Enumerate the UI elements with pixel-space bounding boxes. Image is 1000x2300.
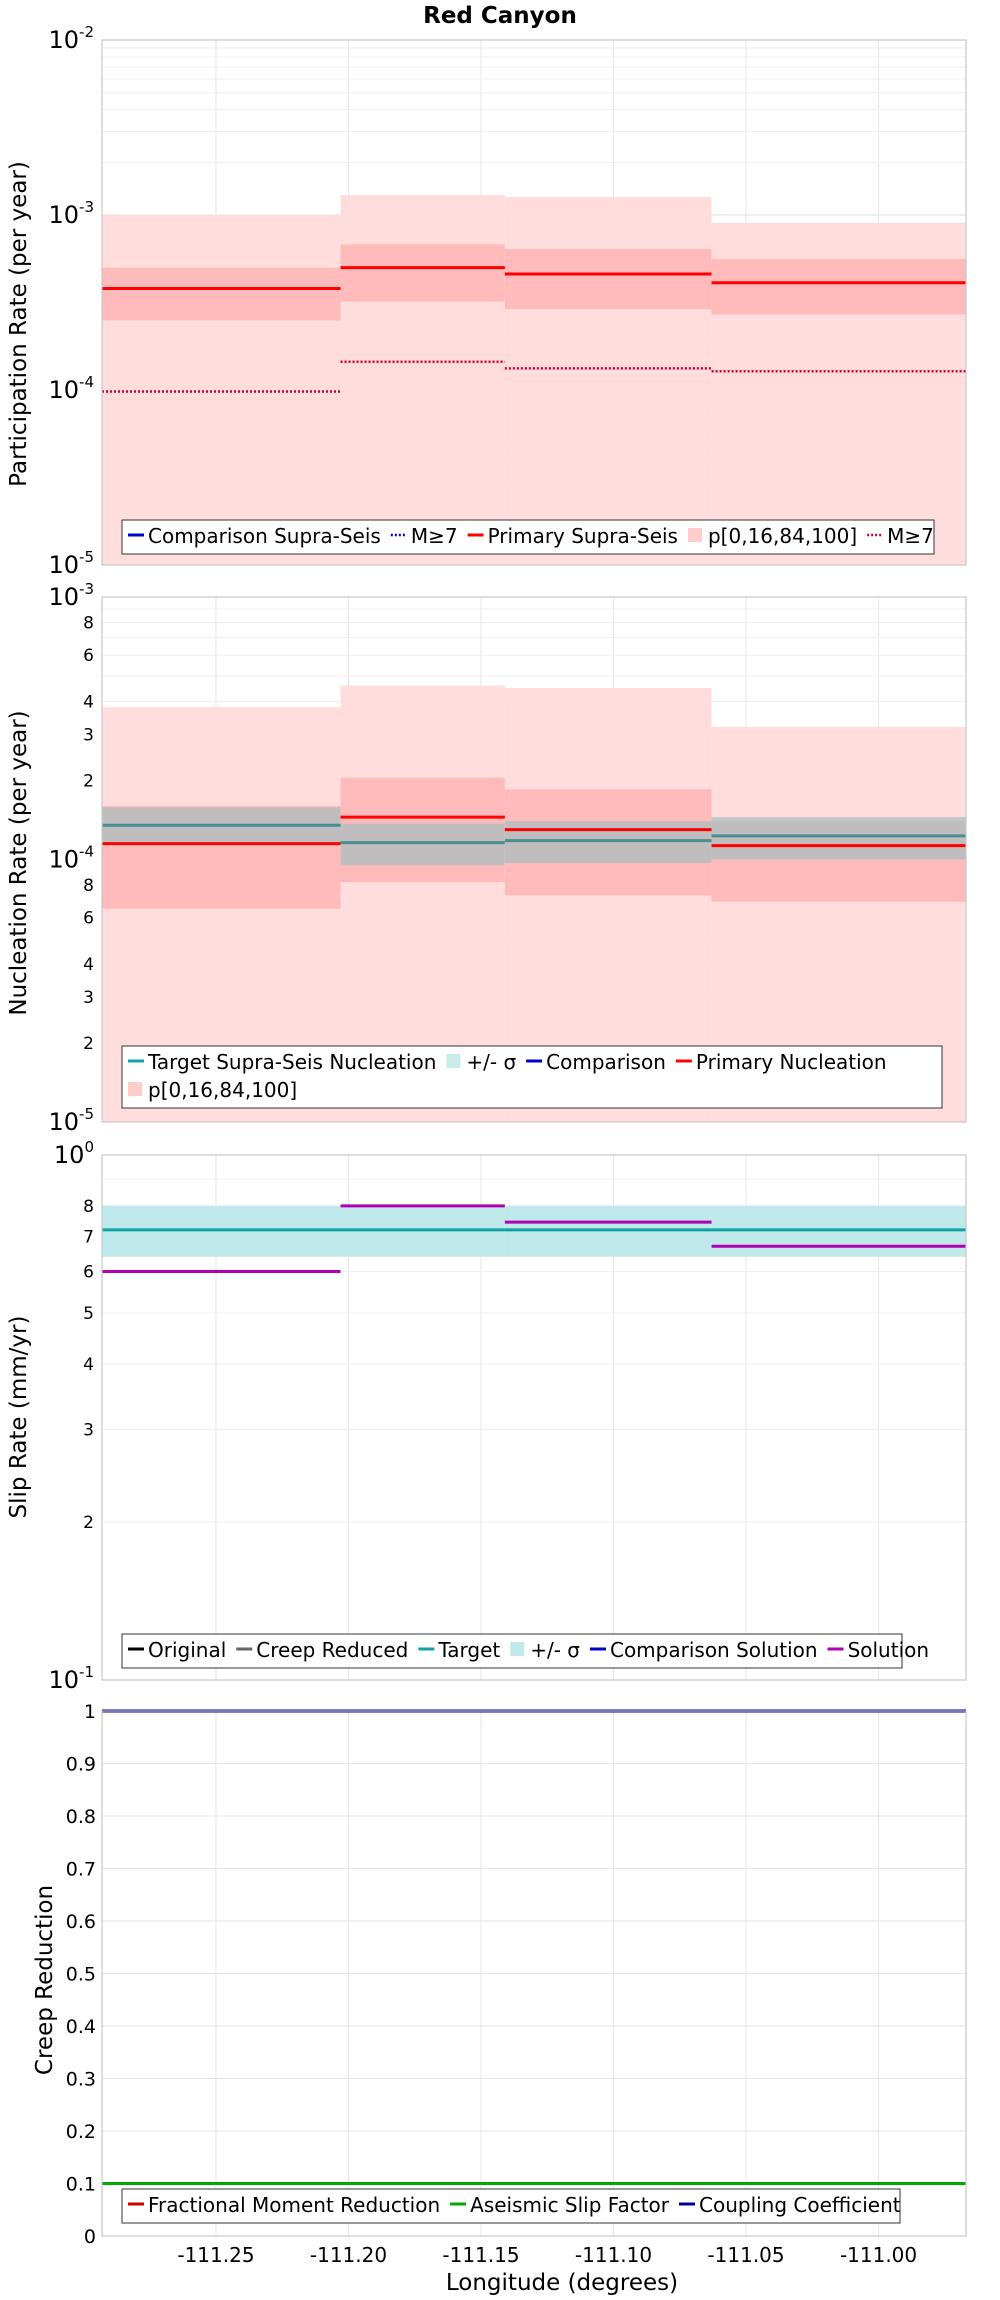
nucleation-y-minor-tick-label: 3	[83, 988, 94, 1008]
participation-legend-label: p[0,16,84,100]	[708, 524, 857, 548]
nucleation-y-minor-tick-label: 3	[83, 725, 94, 745]
creep-reduction-panel: Creep Reduction 0 0.1 0.2 0.3 0.4 0.5 0.6 0.7 0.…	[32, 1701, 967, 2248]
nucleation-y-minor-tick-label: 6	[83, 909, 94, 929]
creep-y-tick-label: 0.8	[66, 1806, 96, 1828]
slip-y-minor-tick-label: 6	[83, 1262, 94, 1282]
x-tick-label: -111.15	[442, 2243, 519, 2267]
creep-y-label: Creep Reduction	[32, 1885, 58, 2075]
creep-plot-frame	[101, 1710, 967, 2237]
x-tick-label: -111.25	[177, 2243, 254, 2267]
slip-y-label: Slip Rate (mm/yr)	[6, 1316, 32, 1519]
creep-legend: Fractional Moment Reduction Aseismic Slip…	[121, 2188, 901, 2224]
nucleation-y-tick-label: 10-4	[48, 843, 94, 874]
x-tick-label: -111.05	[707, 2243, 784, 2267]
nucleation-legend: Target Supra-Seis Nucleation +/- σ Compari…	[121, 1045, 943, 1109]
nucleation-rate-panel: Nucleation Rate (per year) 10-5 10-4 10-3 2…	[6, 580, 967, 1136]
slip-y-minor-tick-label: 7	[83, 1227, 94, 1247]
nucleation-y-minor-tick-label: 2	[83, 771, 94, 791]
participation-y-tick-label: 10-4	[48, 373, 94, 404]
nucleation-y-minor-tick-label: 8	[83, 876, 94, 896]
nucleation-legend-label: Comparison	[546, 1050, 666, 1074]
participation-y-tick-label: 10-2	[48, 23, 94, 54]
creep-y-tick-label: 0.2	[66, 2121, 96, 2143]
creep-y-tick-label: 0.7	[66, 1859, 96, 1881]
x-tick-label: -111.00	[840, 2243, 917, 2267]
participation-band-inner	[711, 259, 966, 315]
nucleation-legend-swatch	[128, 1082, 142, 1096]
figure-title: Red Canyon	[423, 3, 577, 29]
slip-legend-label: Creep Reduced	[256, 1638, 408, 1662]
nucleation-legend-swatch	[446, 1054, 461, 1068]
nucleation-y-minor-tick-label: 6	[83, 646, 94, 666]
nucleation-y-minor-tick-label: 8	[83, 613, 94, 633]
creep-legend-box	[121, 2188, 901, 2224]
x-tick-label: -111.20	[310, 2243, 387, 2267]
creep-y-tick-label: 0.4	[66, 2016, 96, 2038]
slip-y-minor-tick-label: 8	[83, 1197, 94, 1217]
nucleation-band-sigma	[711, 817, 966, 860]
participation-band-inner	[340, 244, 505, 302]
nucleation-legend-label: Target Supra-Seis Nucleation	[147, 1050, 436, 1074]
slip-legend: Original Creep Reduced Target +/- σ Comparis…	[121, 1633, 929, 1669]
participation-legend-label: Comparison Supra-Seis	[148, 524, 381, 548]
nucleation-y-minor-tick-label: 2	[83, 1034, 94, 1054]
creep-y-tick-label: 1	[84, 1701, 96, 1723]
participation-legend: Comparison Supra-Seis M≥7 Primary Supra-Se…	[121, 519, 935, 555]
participation-band-inner	[504, 248, 712, 310]
creep-y-tick-label: 0.1	[66, 2174, 96, 2196]
participation-legend-label: M≥7	[887, 524, 934, 548]
creep-y-tick-label: 0.3	[66, 2069, 96, 2091]
participation-plot-frame	[101, 39, 967, 566]
participation-band-inner	[102, 267, 341, 321]
nucleation-legend-label: p[0,16,84,100]	[148, 1078, 297, 1102]
nucleation-y-tick-label: 10-5	[48, 1105, 94, 1136]
nucleation-y-minor-tick-label: 4	[83, 955, 94, 975]
participation-y-tick-label: 10-5	[48, 548, 94, 579]
slip-legend-label: Target	[437, 1638, 500, 1662]
x-tick-label: -111.10	[575, 2243, 652, 2267]
slip-y-minor-tick-label: 2	[83, 1513, 94, 1533]
nucleation-y-minor-tick-label: 4	[83, 692, 94, 712]
nucleation-legend-label: +/- σ	[466, 1050, 516, 1074]
slip-plot-frame	[101, 1154, 967, 1681]
nucleation-legend-box	[121, 1045, 943, 1109]
slip-y-minor-tick-label: 5	[83, 1304, 94, 1324]
nucleation-legend-label: Primary Nucleation	[696, 1050, 887, 1074]
slip-legend-label: Original	[148, 1638, 226, 1662]
creep-legend-label: Fractional Moment Reduction	[148, 2193, 440, 2217]
creep-y-tick-label: 0.5	[66, 1964, 96, 1986]
slip-y-tick-label: 100	[54, 1138, 94, 1169]
slip-legend-label: +/- σ	[530, 1638, 580, 1662]
x-axis: -111.25 -111.20 -111.15 -111.10 -111.05 -111.…	[177, 2243, 917, 2267]
participation-legend-label: M≥7	[411, 524, 458, 548]
creep-legend-label: Coupling Coefficient	[699, 2193, 901, 2217]
nucleation-y-label: Nucleation Rate (per year)	[6, 710, 32, 1015]
participation-y-tick-label: 10-3	[48, 198, 94, 229]
slip-y-minor-tick-label: 4	[83, 1355, 94, 1375]
nucleation-band-sigma	[340, 823, 505, 866]
slip-legend-swatch	[510, 1642, 525, 1656]
participation-rate-panel: Participation Rate (per year) 10-5 10-4 10…	[6, 23, 967, 579]
participation-y-label: Participation Rate (per year)	[6, 161, 32, 487]
slip-legend-label: Solution	[848, 1638, 929, 1662]
participation-band-outer	[102, 215, 341, 565]
participation-legend-swatch	[687, 528, 702, 542]
creep-y-tick-label: 0	[84, 2226, 96, 2248]
creep-y-tick-label: 0.6	[66, 1911, 96, 1933]
creep-y-tick-label: 0.9	[66, 1754, 96, 1776]
nucleation-plot-frame	[101, 596, 967, 1123]
x-axis-label: Longitude (degrees)	[446, 2270, 678, 2296]
slip-y-minor-tick-label: 3	[83, 1421, 94, 1441]
slip-legend-label: Comparison Solution	[610, 1638, 818, 1662]
participation-legend-box	[121, 519, 935, 555]
nucleation-y-tick-label: 10-3	[48, 580, 94, 611]
slip-y-tick-label: 10-1	[48, 1663, 94, 1694]
participation-legend-label: Primary Supra-Seis	[488, 524, 678, 548]
creep-legend-label: Aseismic Slip Factor	[470, 2193, 670, 2217]
slip-rate-panel: Slip Rate (mm/yr) 10-1 100 2 3 4 5 6 7 8 Original…	[6, 1138, 967, 1694]
